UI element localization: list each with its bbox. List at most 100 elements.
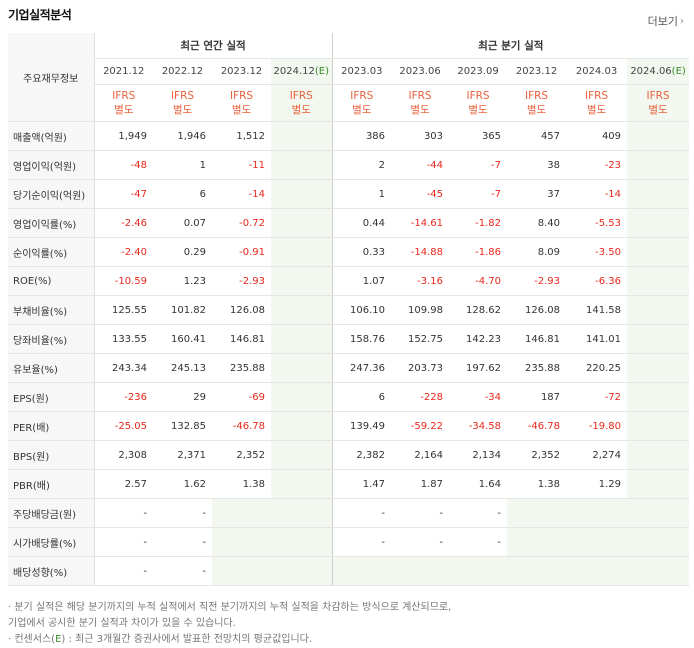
table-cell: - (332, 498, 392, 528)
table-cell: -2.40 (94, 237, 153, 267)
quarterly-group-header: 최근 분기 실적 (332, 33, 690, 59)
table-cell: 1.29 (566, 469, 628, 499)
ifrs-badge: IFRS 별도 (566, 84, 628, 122)
table-cell: 1.87 (391, 469, 450, 499)
table-cell: 106.10 (332, 295, 392, 325)
table-cell: -34 (449, 382, 508, 412)
table-cell (271, 411, 333, 441)
row-label: 영업이익률(%) (8, 208, 95, 238)
table-cell: 8.09 (507, 237, 567, 267)
table-cell: 243.34 (94, 353, 153, 383)
period-header: 2024.12(E) (271, 58, 333, 85)
table-cell: -4.70 (449, 266, 508, 296)
table-cell: 303 (391, 121, 450, 151)
ifrs-badge: IFRS 별도 (153, 84, 212, 122)
table-cell: -2.93 (212, 266, 271, 296)
table-cell: -45 (391, 179, 450, 209)
more-link[interactable]: 더보기 › (648, 13, 684, 29)
table-cell: 2,164 (391, 440, 450, 470)
row-header: 주요재무정보 (8, 33, 95, 122)
table-cell: 29 (153, 382, 212, 412)
table-cell: - (94, 498, 153, 528)
table-cell: 152.75 (391, 324, 450, 354)
table-cell (566, 527, 628, 557)
table-row: 영업이익(억원) -48 1 -11 2 -44 -7 38 -23 (8, 150, 690, 180)
table-row: 영업이익률(%) -2.46 0.07 -0.72 0.44 -14.61 -1.82 8.4… (8, 208, 690, 238)
table-cell: -48 (94, 150, 153, 180)
row-label: 부채비율(%) (8, 295, 95, 325)
table-cell: 8.40 (507, 208, 567, 238)
table-cell (271, 556, 333, 586)
table-cell: 139.49 (332, 411, 392, 441)
table-cell: 0.29 (153, 237, 212, 267)
table-row: 유보율(%) 243.34 245.13 235.88 247.36 203.73 197.… (8, 353, 690, 383)
table-cell: -0.72 (212, 208, 271, 238)
row-label: BPS(원) (8, 440, 95, 470)
ifrs-badge: IFRS 별도 (94, 84, 153, 122)
table-cell: -7 (449, 179, 508, 209)
row-label: 유보율(%) (8, 353, 95, 383)
table-cell: 1.07 (332, 266, 392, 296)
row-label: 영업이익(억원) (8, 150, 95, 180)
table-cell: 146.81 (212, 324, 271, 354)
table-cell: 146.81 (507, 324, 567, 354)
table-cell (627, 411, 690, 441)
table-cell (627, 208, 690, 238)
chevron-right-icon: › (680, 15, 684, 27)
table-cell: -1.86 (449, 237, 508, 267)
ifrs-badge: IFRS 별도 (391, 84, 450, 122)
table-cell: 1.64 (449, 469, 508, 499)
table-cell (271, 295, 333, 325)
table-cell: -46.78 (507, 411, 567, 441)
table-cell (271, 382, 333, 412)
table-cell: 101.82 (153, 295, 212, 325)
table-cell: 142.23 (449, 324, 508, 354)
table-cell: -7 (449, 150, 508, 180)
table-cell (627, 527, 690, 557)
footnote-3: · 컨센서스(E) : 최근 3개월간 증권사에서 발표한 전망치의 평균값입니… (8, 634, 313, 645)
table-cell (566, 498, 628, 528)
table-cell (271, 150, 333, 180)
table-cell: 126.08 (507, 295, 567, 325)
table-cell: 386 (332, 121, 392, 151)
footnotes: · 분기 실적은 해당 분기까지의 누적 실적에서 직전 분기까지의 누적 실적… (8, 600, 451, 648)
more-label: 더보기 (647, 15, 678, 28)
table-cell: 220.25 (566, 353, 628, 383)
table-row: 당좌비율(%) 133.55 160.41 146.81 158.76 152.75 142… (8, 324, 690, 354)
table-cell: 247.36 (332, 353, 392, 383)
table-cell (271, 179, 333, 209)
table-cell (627, 150, 690, 180)
table-cell: 457 (507, 121, 567, 151)
table-cell: -236 (94, 382, 153, 412)
table-cell: - (449, 498, 508, 528)
table-cell: -1.82 (449, 208, 508, 238)
table-cell: -14.61 (391, 208, 450, 238)
table-cell (627, 556, 690, 586)
footnote-2: 기업에서 공시한 분기 실적과 차이가 있을 수 있습니다. (8, 618, 236, 629)
table-cell (627, 266, 690, 296)
table-cell (271, 469, 333, 499)
table-cell: - (449, 527, 508, 557)
table-cell (627, 295, 690, 325)
row-label: 당기순이익(억원) (8, 179, 95, 209)
table-cell (627, 382, 690, 412)
table-cell (449, 556, 508, 586)
table-cell: 132.85 (153, 411, 212, 441)
table-cell (332, 556, 392, 586)
table-cell: 6 (332, 382, 392, 412)
period-header: 2021.12 (94, 58, 153, 85)
table-cell: 141.01 (566, 324, 628, 354)
section-title: 기업실적분석 (8, 8, 72, 22)
table-cell (627, 353, 690, 383)
table-cell: -44 (391, 150, 450, 180)
table-cell: 38 (507, 150, 567, 180)
table-cell: 128.62 (449, 295, 508, 325)
table-cell: 409 (566, 121, 628, 151)
table-row: BPS(원) 2,308 2,371 2,352 2,382 2,164 2,134 2,35… (8, 440, 690, 470)
table-cell: 141.58 (566, 295, 628, 325)
table-cell (271, 121, 333, 151)
table-cell (627, 498, 690, 528)
table-cell (271, 266, 333, 296)
table-cell: 1.47 (332, 469, 392, 499)
row-label: 배당성향(%) (8, 556, 95, 586)
